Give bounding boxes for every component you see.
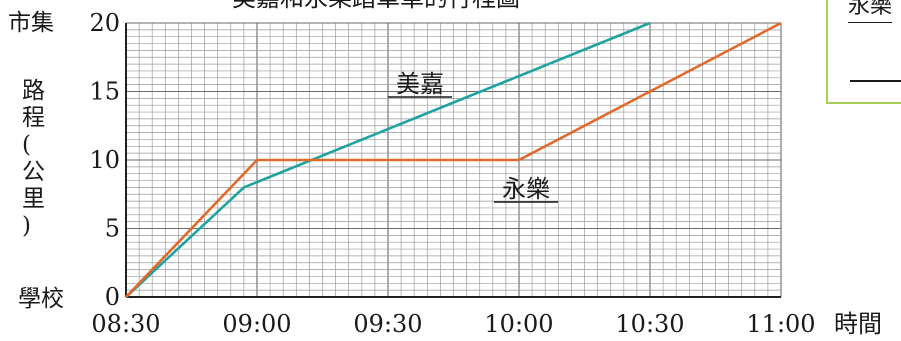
legend-series-label: 永樂: [848, 0, 893, 23]
y-tick-label: 15: [89, 78, 120, 106]
y-top-label: 市集: [8, 10, 54, 36]
series-line-1: [125, 21, 782, 298]
legend-box: 永樂: [826, 0, 901, 104]
x-tick-label: 10:30: [615, 310, 684, 337]
y-tick-label: 10: [89, 146, 120, 174]
x-tick-label: 11:00: [746, 310, 815, 337]
series-label-1: 永樂: [502, 175, 550, 203]
legend-line-sample: [850, 80, 901, 82]
y-tick-label: 0: [105, 283, 120, 311]
x-tick-label: 10:00: [484, 310, 553, 337]
x-axis-label: 時間: [834, 310, 882, 337]
y-tick-label: 5: [105, 215, 120, 243]
series-line-0: [125, 21, 651, 298]
chart-title-fragment: 美嘉和永樂踏單車的行程圖: [232, 0, 520, 12]
x-tick-label: 09:30: [353, 310, 422, 337]
series-label-0: 美嘉: [396, 70, 444, 98]
y-axis-label: 路程(公里): [22, 78, 45, 239]
x-tick-label: 09:00: [222, 310, 291, 337]
x-tick-label: 08:30: [91, 310, 160, 337]
y-bottom-label: 學校: [18, 286, 64, 312]
y-tick-label: 20: [89, 9, 120, 37]
